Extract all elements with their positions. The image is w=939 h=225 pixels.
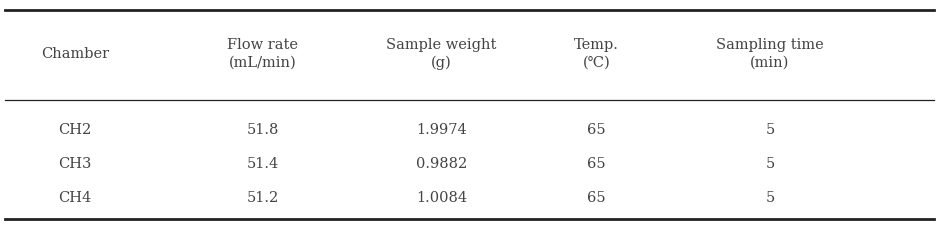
Text: 1.0084: 1.0084 [416, 191, 467, 205]
Text: 1.9974: 1.9974 [416, 124, 467, 137]
Text: 5: 5 [765, 157, 775, 171]
Text: Sampling time
(min): Sampling time (min) [716, 38, 824, 70]
Text: 51.2: 51.2 [247, 191, 279, 205]
Text: Sample weight
(g): Sample weight (g) [386, 38, 497, 70]
Text: 65: 65 [587, 124, 606, 137]
Text: CH2: CH2 [58, 124, 92, 137]
Text: Chamber: Chamber [41, 47, 109, 61]
Text: Flow rate
(mL/min): Flow rate (mL/min) [227, 38, 299, 70]
Text: 0.9882: 0.9882 [416, 157, 467, 171]
Text: 5: 5 [765, 124, 775, 137]
Text: Temp.
(℃): Temp. (℃) [574, 38, 619, 70]
Text: 51.4: 51.4 [247, 157, 279, 171]
Text: 65: 65 [587, 191, 606, 205]
Text: 65: 65 [587, 157, 606, 171]
Text: 5: 5 [765, 191, 775, 205]
Text: CH3: CH3 [58, 157, 92, 171]
Text: CH4: CH4 [58, 191, 92, 205]
Text: 51.8: 51.8 [247, 124, 279, 137]
